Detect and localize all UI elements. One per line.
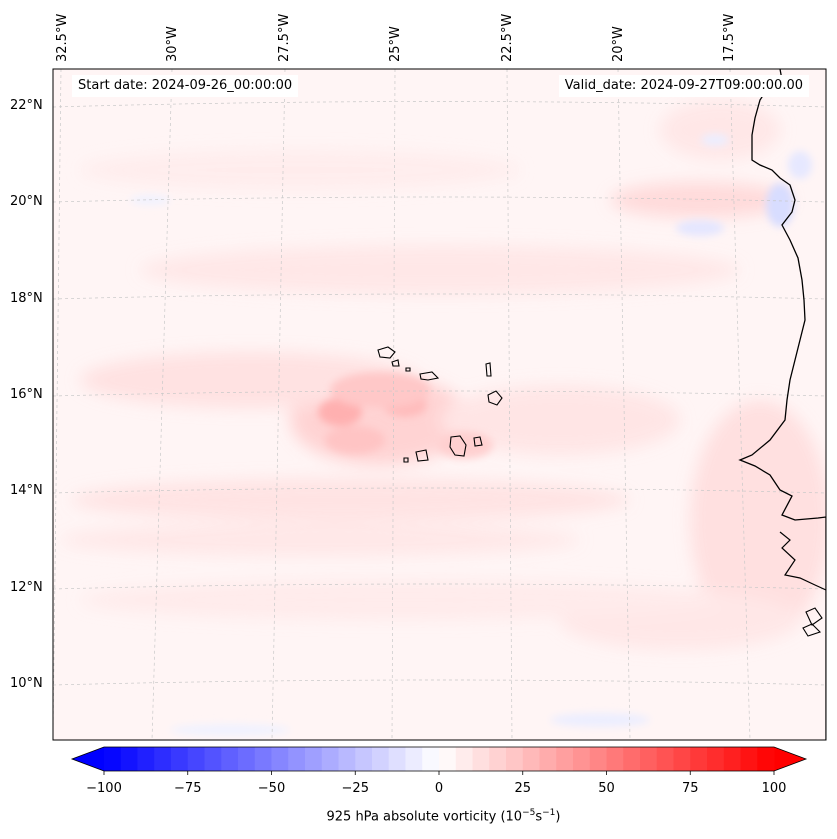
colorbar-bin <box>355 747 373 771</box>
lon-label-22-5w: 22.5°W <box>500 13 515 62</box>
lat-label-16n: 16°N <box>10 387 43 402</box>
lat-label-18n: 18°N <box>10 291 43 306</box>
colorbar-bin <box>472 747 490 771</box>
colorbar-tick-label: 25 <box>514 781 532 796</box>
valid-date-label: Valid_date: 2024-09-27T09:00:00.00 <box>558 75 809 97</box>
colorbar-label: 925 hPa absolute vorticity (10−5s−1) <box>326 808 561 825</box>
colorbar-bin <box>489 747 507 771</box>
colorbar-tick-label: −75 <box>174 781 202 796</box>
colorbar-bin <box>723 747 741 771</box>
colorbar-bin <box>422 747 440 771</box>
colorbar-bin <box>338 747 356 771</box>
colorbar <box>70 746 808 775</box>
colorbar-bin <box>120 747 138 771</box>
colorbar-bin <box>573 747 591 771</box>
colorbar-bin <box>757 747 775 771</box>
colorbar-bin <box>321 747 339 771</box>
lon-label-30w: 30°W <box>165 26 180 62</box>
colorbar-tick-label: −25 <box>341 781 369 796</box>
colorbar-tick-label: −50 <box>257 781 286 796</box>
colorbar-tick-label: 100 <box>761 781 787 796</box>
lat-label-12n: 12°N <box>10 580 43 595</box>
cape-verde-islands <box>377 346 503 463</box>
colorbar-bin <box>171 747 189 771</box>
colorbar-bin <box>707 747 725 771</box>
colorbar-bin <box>288 747 306 771</box>
colorbar-min-arrow <box>72 747 104 771</box>
colorbar-bin <box>589 747 607 771</box>
graticule <box>53 69 826 740</box>
colorbar-bin <box>690 747 708 771</box>
colorbar-tick-label: 75 <box>681 781 699 796</box>
colorbar-bin <box>271 747 289 771</box>
colorbar-bin <box>455 747 473 771</box>
colorbar-bin <box>673 747 691 771</box>
colorbar-bin <box>539 747 557 771</box>
colorbar-bin <box>522 747 540 771</box>
colorbar-bin <box>388 747 406 771</box>
colorbar-bin <box>221 747 239 771</box>
colorbar-tick-label: −100 <box>86 781 122 796</box>
colorbar-bin <box>740 747 758 771</box>
lon-label-17-5w: 17.5°W <box>722 13 737 62</box>
colorbar-bin <box>556 747 574 771</box>
colorbar-bin <box>405 747 423 771</box>
african-coastline <box>738 69 826 740</box>
colorbar-max-arrow <box>774 747 806 771</box>
colorbar-bin <box>623 747 641 771</box>
colorbar-bin <box>305 747 323 771</box>
colorbar-bin <box>238 747 256 771</box>
colorbar-tick-label: 0 <box>434 781 444 796</box>
colorbar-bin <box>656 747 674 771</box>
colorbar-bin <box>137 747 155 771</box>
lat-label-14n: 14°N <box>10 483 43 498</box>
lon-label-20w: 20°W <box>611 26 626 62</box>
colorbar-bin <box>372 747 390 771</box>
colorbar-bin <box>187 747 205 771</box>
start-date-label: Start date: 2024-09-26_00:00:00 <box>72 75 299 97</box>
colorbar-bin <box>104 747 122 771</box>
lon-label-25w: 25°W <box>388 26 403 62</box>
colorbar-bin <box>254 747 272 771</box>
colorbar-tick-label: 50 <box>598 781 615 796</box>
lon-label-27-5w: 27.5°W <box>277 13 292 62</box>
colorbar-bin <box>439 747 457 771</box>
colorbar-bin <box>506 747 524 771</box>
colorbar-bin <box>204 747 222 771</box>
colorbar-bin <box>606 747 624 771</box>
lat-label-22n: 22°N <box>10 98 43 113</box>
lon-label-32-5w: 32.5°W <box>55 13 70 62</box>
colorbar-bin <box>154 747 172 771</box>
vorticity-field <box>53 69 826 740</box>
map-frame <box>52 68 827 741</box>
lat-label-20n: 20°N <box>10 194 43 209</box>
lat-label-10n: 10°N <box>10 676 43 691</box>
colorbar-bin <box>640 747 658 771</box>
